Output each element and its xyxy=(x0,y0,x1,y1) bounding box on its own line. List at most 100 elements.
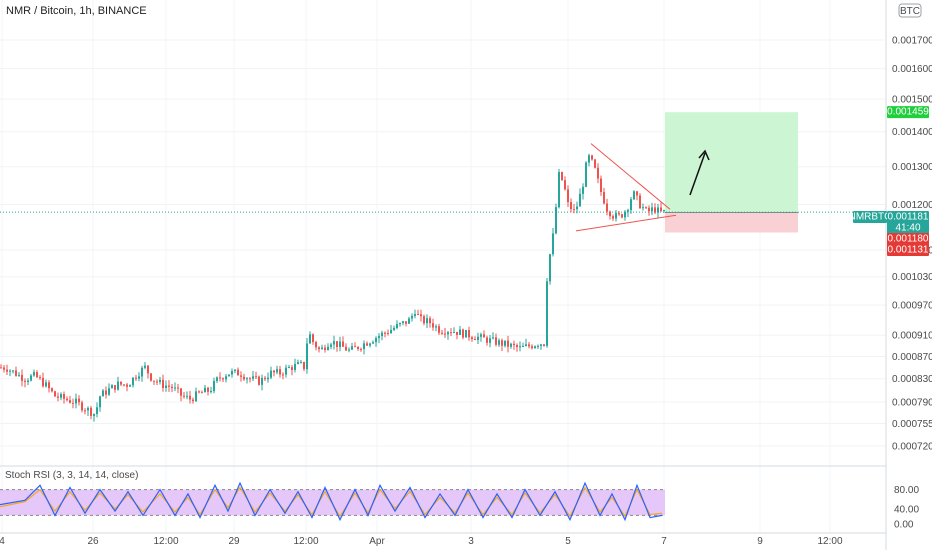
candle-body xyxy=(111,385,113,389)
y-tick-label: 0.000870 xyxy=(892,352,932,363)
candle-body xyxy=(327,346,329,351)
candle-body xyxy=(291,367,293,370)
candle-body xyxy=(630,199,632,211)
candle-body xyxy=(495,337,497,345)
candle-body xyxy=(435,326,437,328)
candle-body xyxy=(651,207,653,212)
candle-body xyxy=(225,376,227,380)
candle-body xyxy=(600,178,602,193)
candle-body xyxy=(663,210,665,212)
candle-body xyxy=(222,378,224,380)
candle-body xyxy=(522,346,524,348)
candle-body xyxy=(273,370,275,373)
candle-body xyxy=(153,380,155,382)
candle-body xyxy=(528,344,530,347)
candle-body xyxy=(303,361,305,370)
candle-body xyxy=(198,391,200,393)
y-tick-label: 0.001300 xyxy=(892,162,932,173)
triangle-lower xyxy=(575,214,677,232)
candle-body xyxy=(264,377,266,380)
candle-body xyxy=(246,378,248,380)
candle-body xyxy=(189,395,191,400)
up-arrow-head xyxy=(698,149,710,161)
candle-body xyxy=(117,381,119,390)
candle-body xyxy=(297,362,299,364)
candle-body xyxy=(402,321,404,324)
last-price-tag xyxy=(887,211,929,223)
candle-body xyxy=(129,385,131,387)
x-tick-label: 12:00 xyxy=(153,536,178,547)
candle-body xyxy=(543,344,545,346)
candle-body xyxy=(417,314,419,316)
candle-body xyxy=(393,328,395,330)
triangle-upper xyxy=(590,143,671,210)
candle-body xyxy=(453,331,455,333)
rsi-tick-label: 80.00 xyxy=(894,485,919,496)
x-tick-label: 12:00 xyxy=(817,536,842,547)
candle-body xyxy=(57,396,59,398)
candle-body xyxy=(342,341,344,347)
candle-body xyxy=(561,172,563,181)
candle-body xyxy=(504,340,506,346)
entry-price-tag xyxy=(887,233,929,245)
candle-body xyxy=(525,344,527,347)
candle-body xyxy=(102,390,104,397)
candle-body xyxy=(633,191,635,200)
candle-body xyxy=(351,346,353,350)
candle-body xyxy=(63,394,65,399)
candle-body xyxy=(60,394,62,398)
candle-body xyxy=(381,332,383,337)
y-tick-label: 0.001030 xyxy=(892,272,932,283)
candle-body xyxy=(114,385,116,390)
candle-body xyxy=(156,381,158,383)
candle-body xyxy=(249,378,251,380)
x-tick-label: 5 xyxy=(565,536,571,547)
y-tick-label: 0.000790 xyxy=(892,398,932,409)
candle-body xyxy=(330,344,332,347)
x-tick-label: 7 xyxy=(661,536,667,547)
candle-body xyxy=(147,365,149,374)
candle-body xyxy=(81,402,83,411)
candle-body xyxy=(639,195,641,209)
candle-body xyxy=(384,332,386,334)
candle-body xyxy=(321,347,323,350)
candle-body xyxy=(99,396,101,408)
candle-body xyxy=(606,203,608,212)
candle-body xyxy=(399,323,401,325)
x-tick-label: Apr xyxy=(369,536,385,547)
candle-body xyxy=(6,369,8,372)
candle-body xyxy=(660,207,662,211)
candle-body xyxy=(339,341,341,347)
candle-body xyxy=(141,367,143,377)
candle-body xyxy=(90,407,92,416)
y-tick-label: 0.001400 xyxy=(892,127,932,138)
candle-body xyxy=(408,318,410,324)
candle-body xyxy=(516,345,518,348)
candle-body xyxy=(612,216,614,219)
candle-body xyxy=(582,186,584,194)
candle-body xyxy=(75,398,77,404)
candle-body xyxy=(498,340,500,345)
candle-body xyxy=(42,377,44,387)
candle-body xyxy=(51,388,53,392)
candle-body xyxy=(423,316,425,324)
candle-body xyxy=(174,387,176,389)
candle-body xyxy=(306,343,308,370)
candle-body xyxy=(132,377,134,386)
candle-body xyxy=(510,343,512,347)
candle-body xyxy=(0,367,2,369)
candle-body xyxy=(315,342,317,348)
candle-body xyxy=(579,193,581,207)
candle-body xyxy=(546,281,548,346)
candle-body xyxy=(387,332,389,334)
candle-body xyxy=(288,367,290,369)
candle-body xyxy=(588,155,590,163)
x-tick-label: 12:00 xyxy=(293,536,318,547)
candle-body xyxy=(429,318,431,324)
candle-body xyxy=(243,376,245,380)
candle-body xyxy=(279,369,281,375)
candle-body xyxy=(513,343,515,346)
currency-badge[interactable]: BTC xyxy=(898,3,922,18)
candle-body xyxy=(228,374,230,377)
